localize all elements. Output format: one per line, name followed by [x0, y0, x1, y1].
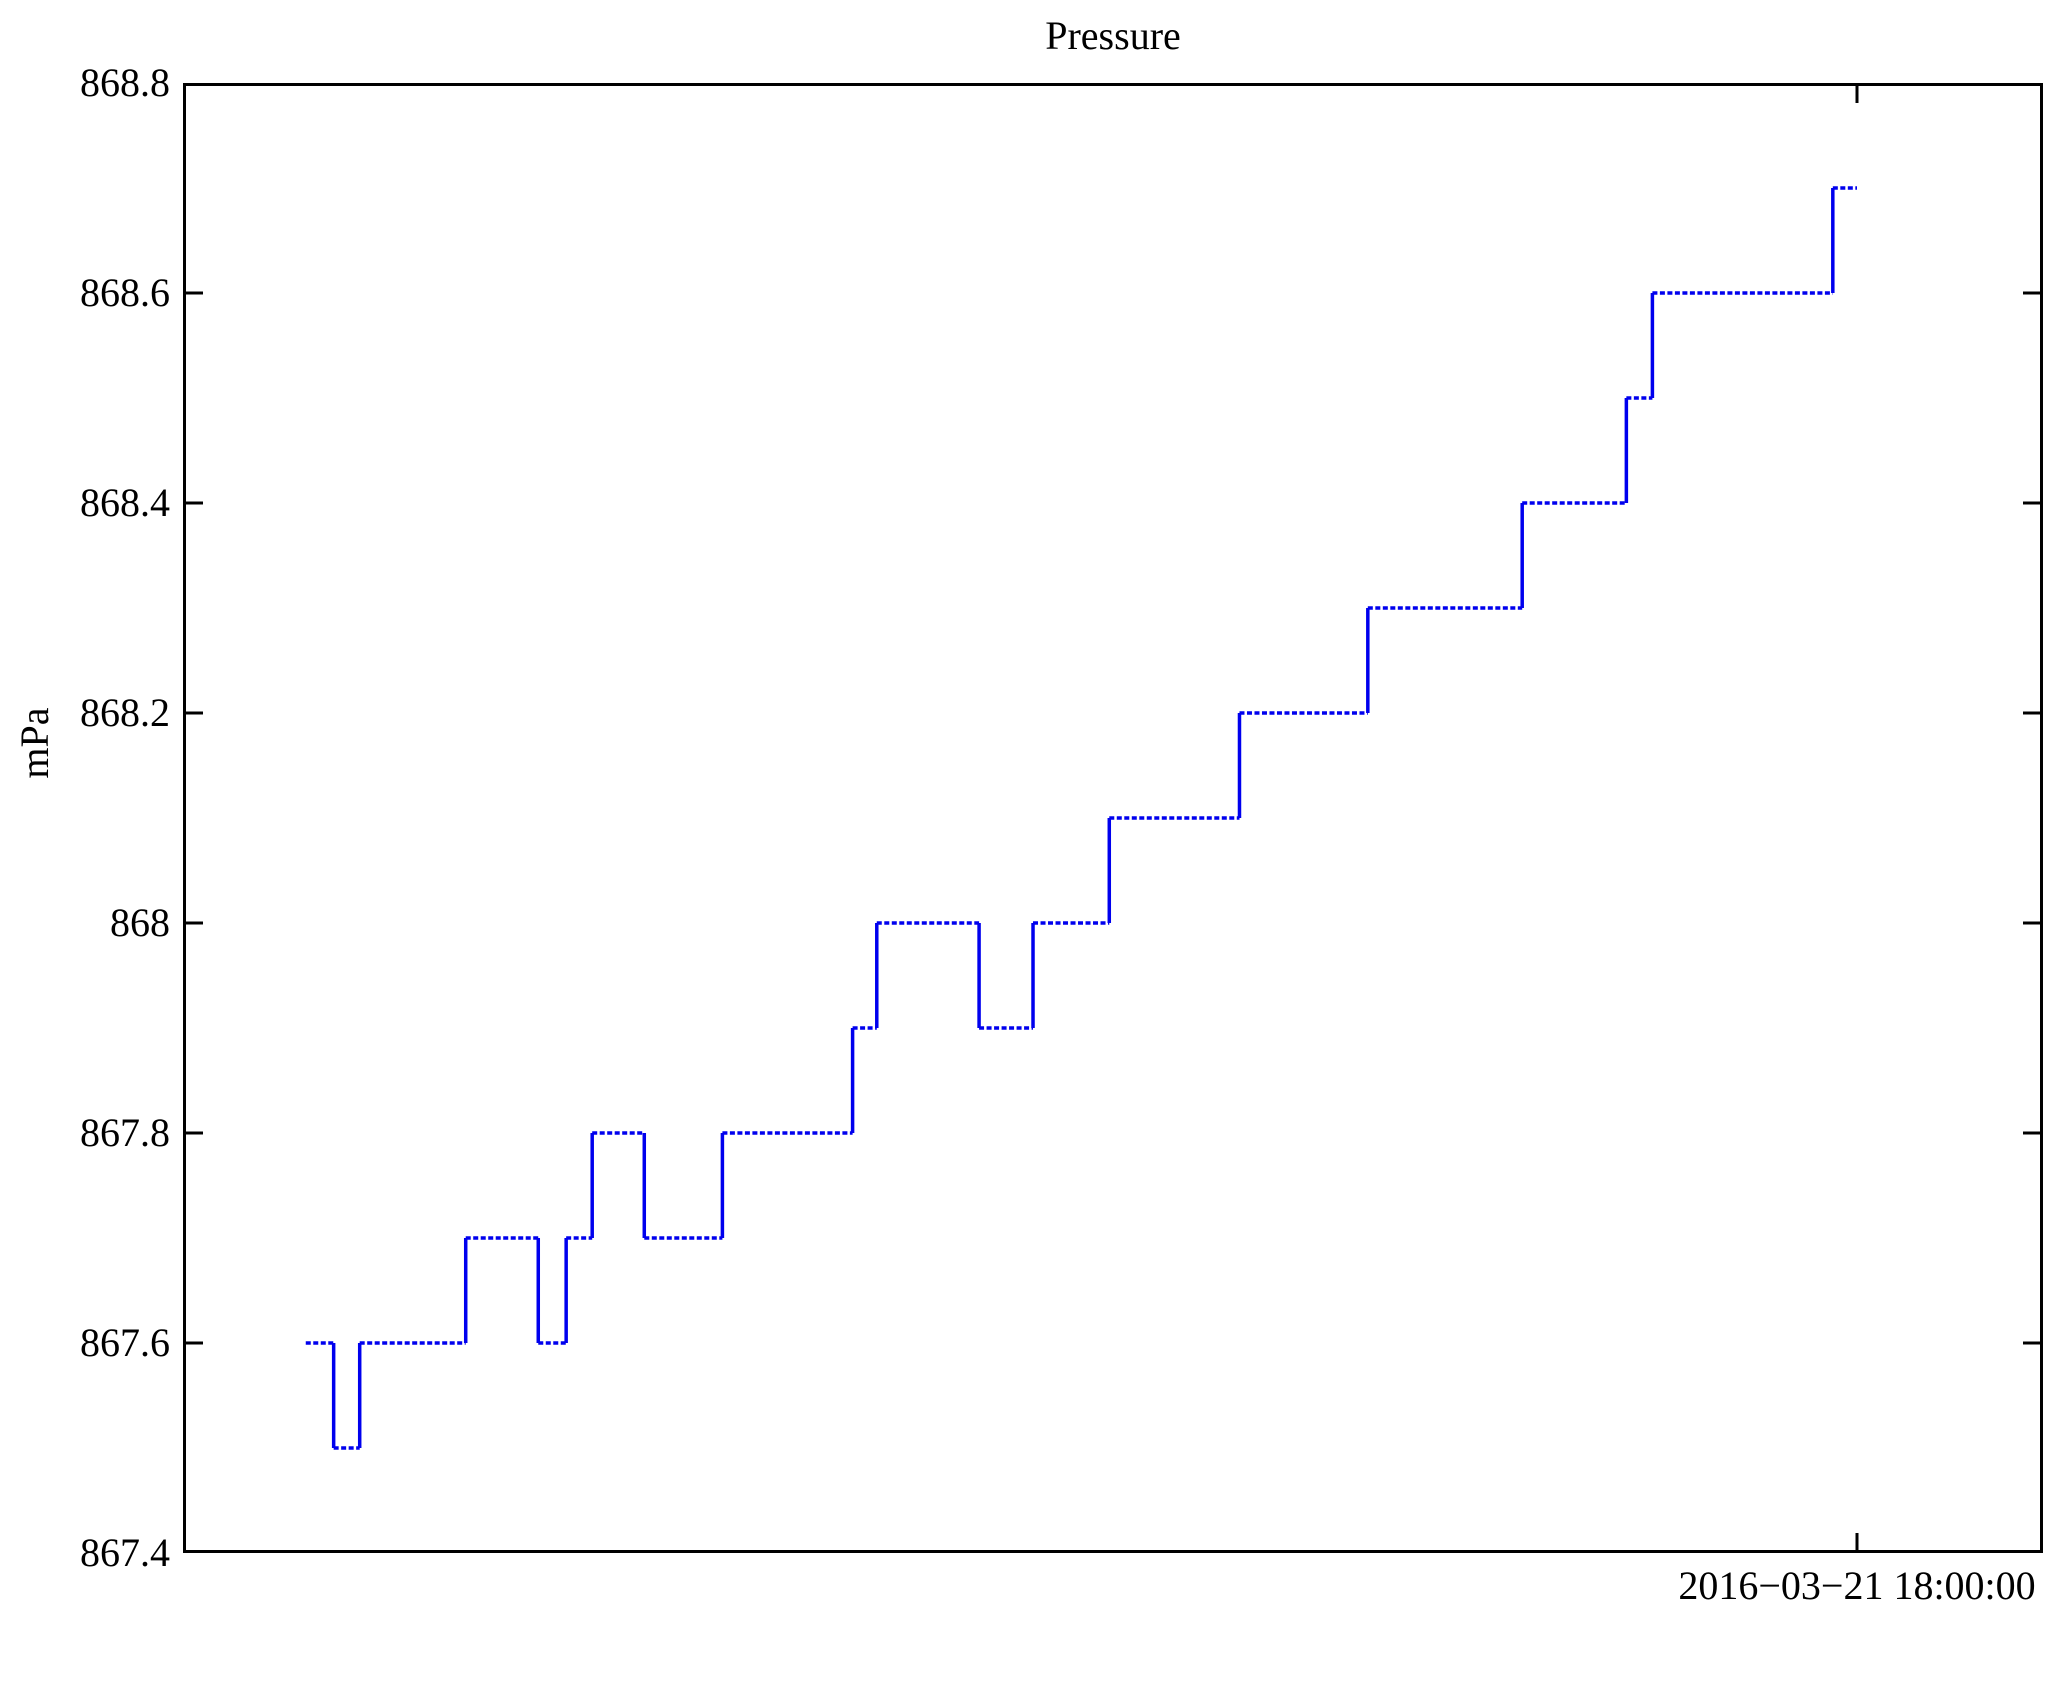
plot-frame	[183, 83, 2043, 1553]
y-tick-label: 868.4	[80, 480, 170, 525]
chart-title: Pressure	[1045, 13, 1181, 58]
y-tick-label: 868	[110, 900, 170, 945]
y-tick-label: 868.2	[80, 690, 170, 735]
y-tick-label: 867.4	[80, 1530, 170, 1575]
y-tick-labels: 868.8 868.6 868.4 868.2 868 867.8 867.6 867.4	[0, 60, 170, 1575]
y-tick-label: 868.8	[80, 60, 170, 105]
y-tick-label: 867.6	[80, 1320, 170, 1365]
y-tick-label: 867.8	[80, 1110, 170, 1155]
plot-area	[183, 83, 2043, 1553]
y-tick-label: 868.6	[80, 270, 170, 315]
x-tick-label: 2016−03−21 18:00:00	[1678, 1563, 2036, 1608]
